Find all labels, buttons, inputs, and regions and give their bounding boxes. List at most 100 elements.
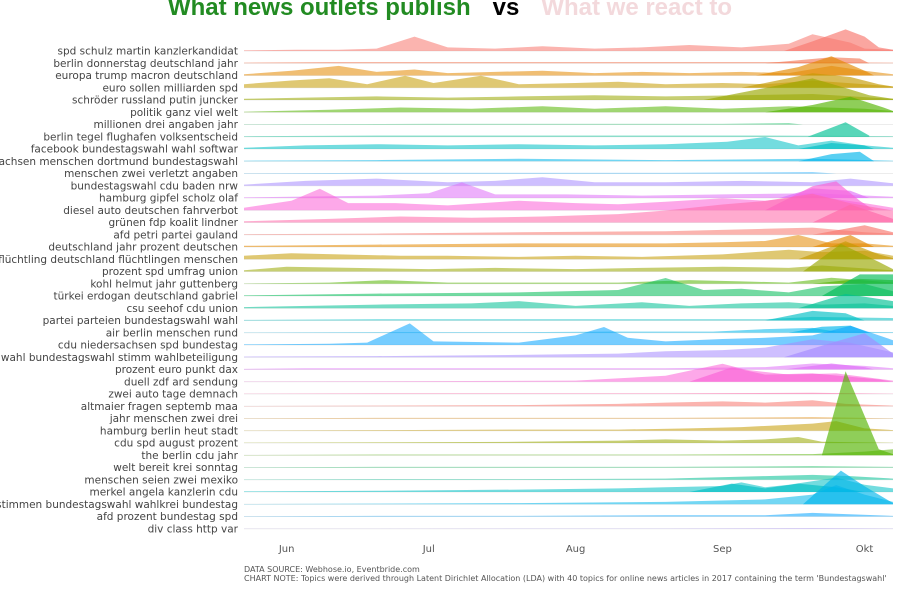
published-ridge-europa-trump-macron-deutschland bbox=[244, 65, 893, 76]
published-ridge-flüchtling-deutschland-flüchtlingen-menschen bbox=[244, 249, 893, 260]
published-ridge-bundestagswahl-cdu-baden-nrw bbox=[244, 177, 893, 186]
reaction-ridge-prozent-euro-punkt-dax bbox=[784, 363, 875, 370]
reaction-ridge-grünen-fdp-koalit-lindner bbox=[812, 204, 893, 223]
topic-label: türkei erdogan deutschland gabriel bbox=[54, 291, 238, 303]
topic-label: berlin donnerstag deutschland jahr bbox=[53, 58, 238, 70]
chart-note: CHART NOTE: Topics were derived through … bbox=[244, 574, 887, 583]
published-ridge-grünen-fdp-koalit-lindner bbox=[244, 193, 893, 223]
published-ridge-altmaier-fragen-septemb-maa bbox=[244, 400, 893, 407]
reaction-ridge-partei-parteien-bundestagswahl-wahl bbox=[765, 310, 865, 321]
title-right: What we react to bbox=[541, 0, 733, 21]
x-axis-labels: Jun Jul Aug Sep Okt bbox=[278, 544, 874, 555]
topic-label: europa trump macron deutschland bbox=[55, 70, 238, 82]
reaction-ridge-berlin-tegel-flughafen-volksentscheid bbox=[807, 122, 870, 137]
published-ridge-menschen-zwei-verletzt-angaben bbox=[244, 172, 837, 174]
topic-label: the berlin cdu jahr bbox=[141, 450, 238, 462]
reaction-ridge-sachsen-menschen-dortmund-bundestagswahl bbox=[798, 151, 875, 162]
topic-label: kohl helmut jahr guttenberg bbox=[90, 278, 238, 290]
published-ridge-afd-prozent-bundestag-spd bbox=[244, 512, 893, 517]
published-ridge-afd-petri-partei-gauland bbox=[244, 227, 893, 235]
topic-label: air berlin menschen rund bbox=[106, 327, 238, 339]
topic-label: hamburg gipfel scholz olaf bbox=[99, 193, 238, 205]
data-source-note: DATA SOURCE: Webhose.io, Eventbride.com bbox=[244, 565, 420, 574]
published-ridge-div-class-http-var bbox=[244, 528, 893, 529]
published-ridge-berlin-donnerstag-deutschland-jahr bbox=[244, 62, 893, 64]
reaction-ridge-duell-zdf-ard-sendung bbox=[689, 367, 893, 382]
published-ridge-partei-parteien-bundestagswahl-wahl bbox=[244, 316, 893, 321]
reaction-ridge-afd-petri-partei-gauland bbox=[812, 225, 893, 235]
topic-label: partei parteien bundestagswahl wahl bbox=[43, 315, 238, 327]
topic-label: jahr menschen zwei drei bbox=[109, 413, 238, 425]
topic-label: altmaier fragen septemb maa bbox=[81, 401, 238, 413]
published-ridge-euro-sollen-milliarden-spd bbox=[244, 75, 893, 88]
published-ridge-prozent-spd-umfrag-union bbox=[244, 265, 893, 272]
topic-label: deutschland jahr prozent deutschen bbox=[48, 242, 238, 254]
published-ridge-cdu-spd-august-prozent bbox=[244, 437, 893, 443]
reaction-ridge-türkei-erdogan-deutschland-gabriel bbox=[821, 274, 893, 296]
topic-label: politik ganz viel welt bbox=[130, 107, 238, 119]
topic-label: cdu spd august prozent bbox=[114, 438, 238, 450]
chart-title: What news outlets publish vs What we react… bbox=[0, 0, 900, 24]
topic-label: prozent euro punkt dax bbox=[115, 364, 238, 376]
reaction-ridge-politik-ganz-viel-welt bbox=[765, 96, 893, 113]
topic-label: div class http var bbox=[148, 523, 239, 535]
topic-label: flüchtling deutschland flüchtlingen mens… bbox=[0, 254, 238, 266]
published-ridge-cdu-niedersachsen-spd-bundestag bbox=[244, 323, 893, 345]
reaction-ridge-stimmen-bundestagswahl-wahlkrei-bundestag bbox=[803, 470, 893, 505]
topic-label: wahl bundestagswahl stimm wahlbeteiligun… bbox=[1, 352, 238, 364]
topic-label: afd prozent bundestag spd bbox=[97, 511, 238, 523]
published-ridge-hamburg-berlin-heut-stadt bbox=[244, 421, 893, 431]
published-ridge-zwei-auto-tage-demnach bbox=[244, 392, 893, 394]
title-vs: vs bbox=[492, 0, 520, 21]
published-ridge-spd-schulz-martin-kanzlerkandidat bbox=[244, 34, 893, 51]
topic-label: bundestagswahl cdu baden nrw bbox=[71, 180, 239, 192]
topic-label: merkel angela kanzlerin cdu bbox=[89, 487, 238, 499]
topic-label: millionen drei angaben jahr bbox=[93, 119, 238, 131]
topic-label: facebook bundestagswahl wahl softwar bbox=[31, 144, 239, 156]
published-ridge-csu-seehof-cdu-union bbox=[244, 301, 893, 309]
chart-footer: DATA SOURCE: Webhose.io, Eventbride.com … bbox=[244, 565, 887, 583]
topic-label: schröder russland putin juncker bbox=[72, 95, 239, 107]
topic-label: stimmen bundestagswahl wahlkrei bundesta… bbox=[0, 499, 238, 511]
topic-label: cdu niedersachsen spd bundestag bbox=[58, 340, 238, 352]
topic-label: menschen seien zwei mexiko bbox=[84, 474, 238, 486]
published-ridge-welt-bereit-krei-sonntag bbox=[244, 466, 893, 468]
reaction-ridge-europa-trump-macron-deutschland bbox=[755, 56, 875, 76]
topic-label: berlin tegel flughafen volksentscheid bbox=[43, 131, 238, 143]
x-tick-label: Jul bbox=[422, 544, 435, 555]
reaction-ridge-wahl-bundestagswahl-stimm-wahlbeteiligung bbox=[784, 333, 893, 358]
title-left: What news outlets publish bbox=[167, 0, 471, 21]
published-ridge-millionen-drei-angaben-jahr bbox=[244, 123, 803, 125]
topic-label: duell zdf ard sendung bbox=[124, 376, 238, 388]
topic-label: csu seehof cdu union bbox=[127, 303, 238, 315]
published-ridge-jahr-menschen-zwei-drei bbox=[244, 417, 893, 419]
topic-label: euro sollen milliarden spd bbox=[102, 82, 238, 94]
published-ridge-wahl-bundestagswahl-stimm-wahlbeteiligung bbox=[244, 339, 893, 358]
topic-label: diesel auto deutschen fahrverbot bbox=[63, 205, 238, 217]
published-ridge-kohl-helmut-jahr-guttenberg bbox=[244, 277, 893, 284]
published-ridge-politik-ganz-viel-welt bbox=[244, 106, 893, 113]
reaction-ridge-the-berlin-cdu-jahr bbox=[821, 371, 893, 456]
reaction-ridge-facebook-bundestagswahl-wahl-softwar bbox=[798, 143, 875, 149]
topic-label: grünen fdp koalit lindner bbox=[108, 217, 238, 229]
gridlines bbox=[244, 50, 893, 530]
published-ridge-the-berlin-cdu-jahr bbox=[244, 449, 893, 456]
published-ridge-sachsen-menschen-dortmund-bundestagswahl bbox=[244, 158, 893, 162]
topic-label: welt bereit krei sonntag bbox=[113, 462, 238, 474]
x-tick-label: Aug bbox=[566, 544, 586, 555]
topic-label: hamburg berlin heut stadt bbox=[100, 425, 238, 437]
ridges bbox=[244, 29, 893, 529]
reaction-ridge-deutschland-jahr-prozent-deutschen bbox=[812, 235, 875, 247]
topic-label: spd schulz martin kanzlerkandidat bbox=[58, 46, 238, 58]
topic-label: menschen zwei verletzt angaben bbox=[64, 168, 238, 180]
x-tick-label: Okt bbox=[856, 544, 874, 555]
reaction-ridge-spd-schulz-martin-kanzlerkandidat bbox=[784, 29, 893, 51]
published-ridge-facebook-bundestagswahl-wahl-softwar bbox=[244, 137, 893, 149]
topic-label: afd petri partei gauland bbox=[113, 229, 238, 241]
published-ridge-türkei-erdogan-deutschland-gabriel bbox=[244, 278, 893, 296]
reaction-ridge-prozent-spd-umfrag-union bbox=[803, 243, 893, 272]
y-axis-labels: spd schulz martin kanzlerkandidatberlin … bbox=[0, 46, 239, 536]
published-ridge-air-berlin-menschen-rund bbox=[244, 327, 893, 333]
published-ridge-menschen-seien-zwei-mexiko bbox=[244, 474, 893, 480]
